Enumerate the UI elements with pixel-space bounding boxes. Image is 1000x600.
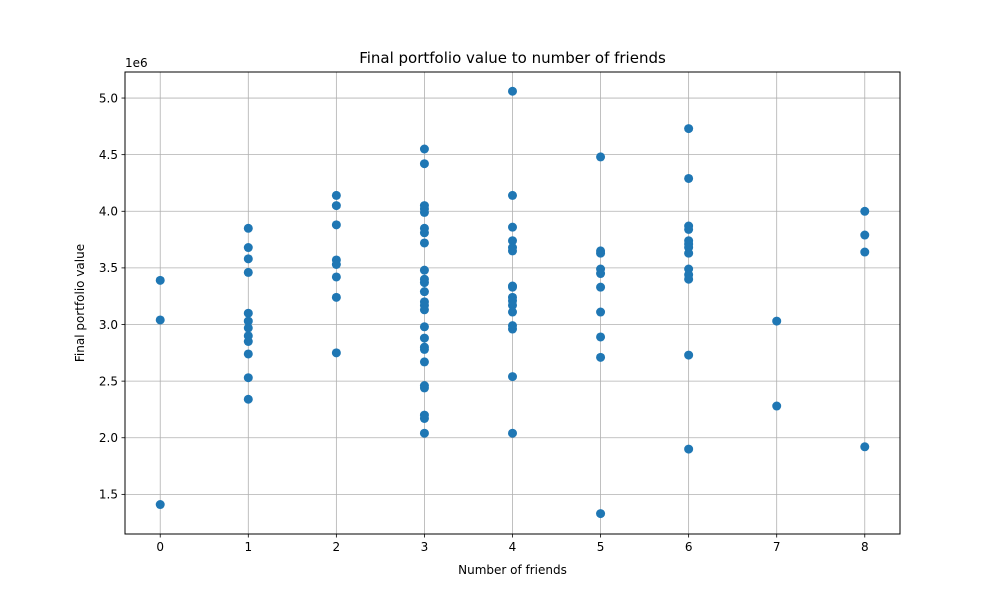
scatter-point [155, 275, 165, 285]
y-tick-label: 3.5 [99, 261, 118, 275]
scatter-point [860, 247, 870, 257]
scatter-point [419, 357, 429, 367]
scatter-point [508, 86, 517, 96]
scatter-point [243, 323, 253, 333]
x-tick-label: 3 [421, 540, 429, 554]
scatter-point [508, 372, 517, 382]
scatter-point [508, 324, 517, 334]
scatter-point [419, 159, 429, 169]
scatter-point [243, 254, 253, 264]
scatter-point [243, 349, 253, 359]
scatter-point [331, 190, 341, 200]
scatter-point [243, 243, 253, 253]
x-tick-label: 4 [509, 540, 517, 554]
scatter-point [772, 401, 782, 411]
scatter-point [419, 207, 429, 217]
y-axis-offset-label: 1e6 [125, 56, 148, 70]
scatter-point [243, 308, 253, 318]
scatter-point [331, 272, 341, 282]
plot-area-frame [124, 71, 901, 535]
scatter-point [419, 414, 429, 423]
x-tick-label: 0 [156, 540, 164, 554]
scatter-point [155, 500, 165, 510]
chart-title: Final portfolio value to number of frien… [359, 49, 666, 67]
x-tick-label: 7 [773, 540, 781, 554]
scatter-point [419, 144, 429, 154]
x-tick-label: 2 [333, 540, 341, 554]
scatter-point [508, 246, 517, 256]
y-tick-label: 3.0 [99, 318, 118, 332]
scatter-point [684, 274, 694, 284]
y-tick-label: 2.5 [99, 374, 118, 388]
data-points [155, 86, 870, 519]
scatter-point [419, 305, 429, 315]
x-tick-label: 6 [685, 540, 693, 554]
scatter-point [243, 223, 253, 233]
y-tick-label: 2.0 [99, 431, 118, 445]
y-axis-ticks: 1.5 2.0 2.5 3.0 3.5 4.0 4.5 5.0 [99, 91, 125, 502]
scatter-point [596, 248, 606, 258]
scatter-point [331, 260, 341, 269]
y-tick-label: 4.5 [99, 148, 118, 162]
scatter-point [596, 332, 606, 342]
scatter-point [419, 344, 429, 354]
scatter-point [508, 222, 517, 232]
scatter-point [419, 428, 429, 438]
scatter-point [684, 248, 694, 258]
scatter-point [419, 322, 429, 332]
scatter-point [684, 444, 694, 454]
scatter-point [419, 333, 429, 343]
scatter-point [419, 228, 429, 238]
y-tick-label: 4.0 [99, 205, 118, 219]
scatter-point [596, 509, 606, 519]
scatter-point [508, 428, 517, 438]
x-tick-label: 8 [861, 540, 869, 554]
scatter-point [596, 352, 606, 362]
scatter-point [243, 337, 253, 346]
scatter-point [243, 316, 253, 326]
scatter-point [419, 383, 429, 393]
scatter-point [860, 206, 870, 216]
scatter-point [331, 348, 341, 358]
scatter-point [684, 350, 694, 360]
scatter-point [508, 300, 517, 310]
scatter-point [419, 287, 429, 297]
scatter-point [419, 278, 429, 288]
scatter-point [596, 152, 606, 162]
scatter-point [596, 269, 606, 279]
scatter-point [508, 307, 517, 317]
scatter-point [243, 373, 253, 383]
scatter-point [508, 190, 517, 200]
y-tick-label: 5.0 [99, 91, 118, 105]
scatter-point [684, 224, 694, 234]
scatter-point [684, 124, 694, 134]
scatter-point [772, 316, 782, 326]
x-axis-ticks: 0 1 2 3 4 5 6 7 8 [156, 534, 869, 554]
scatter-point [331, 220, 341, 230]
y-tick-label: 1.5 [99, 488, 118, 502]
scatter-point [243, 394, 253, 404]
scatter-point [419, 265, 429, 275]
scatter-point [331, 201, 341, 211]
scatter-point [860, 442, 870, 452]
scatter-point [155, 315, 165, 325]
y-axis-label: Final portfolio value [73, 244, 87, 362]
scatter-point [419, 238, 429, 248]
scatter-point [508, 282, 517, 292]
scatter-point [596, 307, 606, 317]
scatter-point [331, 292, 341, 302]
x-axis-label: Number of friends [458, 563, 567, 577]
scatter-point [243, 267, 253, 277]
scatter-point [684, 173, 694, 183]
scatter-point [508, 236, 517, 246]
scatter-point [860, 230, 870, 240]
x-tick-label: 1 [244, 540, 252, 554]
x-tick-label: 5 [597, 540, 605, 554]
scatter-point [596, 282, 606, 292]
